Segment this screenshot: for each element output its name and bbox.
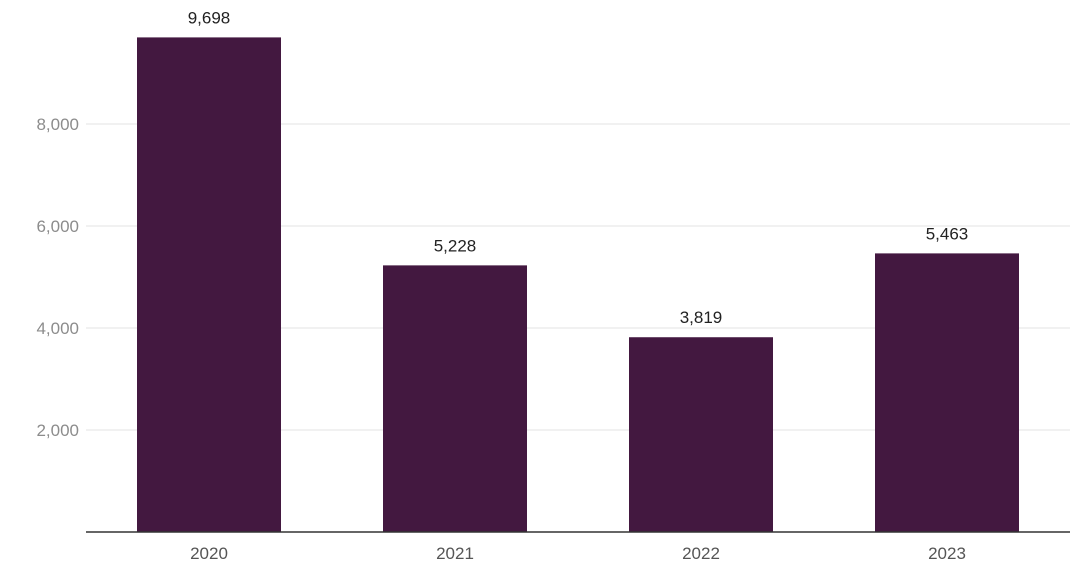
data-label-2020: 9,698 bbox=[188, 8, 231, 27]
data-label-2021: 5,228 bbox=[434, 236, 477, 255]
y-tick-label: 4,000 bbox=[36, 319, 79, 338]
data-label-2023: 5,463 bbox=[926, 224, 969, 243]
bar-2020 bbox=[137, 37, 281, 532]
x-tick-label-2020: 2020 bbox=[190, 544, 228, 563]
bar-2023 bbox=[875, 253, 1019, 532]
x-tick-label-2023: 2023 bbox=[928, 544, 966, 563]
data-labels: 9,698 5,228 3,819 5,463 bbox=[188, 8, 969, 327]
bar-2022 bbox=[629, 337, 773, 532]
y-tick-label: 8,000 bbox=[36, 115, 79, 134]
x-tick-label-2022: 2022 bbox=[682, 544, 720, 563]
bars bbox=[137, 37, 1019, 532]
x-axis-tick-labels: 2020 2021 2022 2023 bbox=[190, 544, 966, 563]
y-axis-tick-labels: 2,000 4,000 6,000 8,000 bbox=[36, 115, 79, 440]
bar-2021 bbox=[383, 265, 527, 532]
y-tick-label: 6,000 bbox=[36, 217, 79, 236]
y-tick-label: 2,000 bbox=[36, 421, 79, 440]
data-label-2022: 3,819 bbox=[680, 308, 723, 327]
x-tick-label-2021: 2021 bbox=[436, 544, 474, 563]
